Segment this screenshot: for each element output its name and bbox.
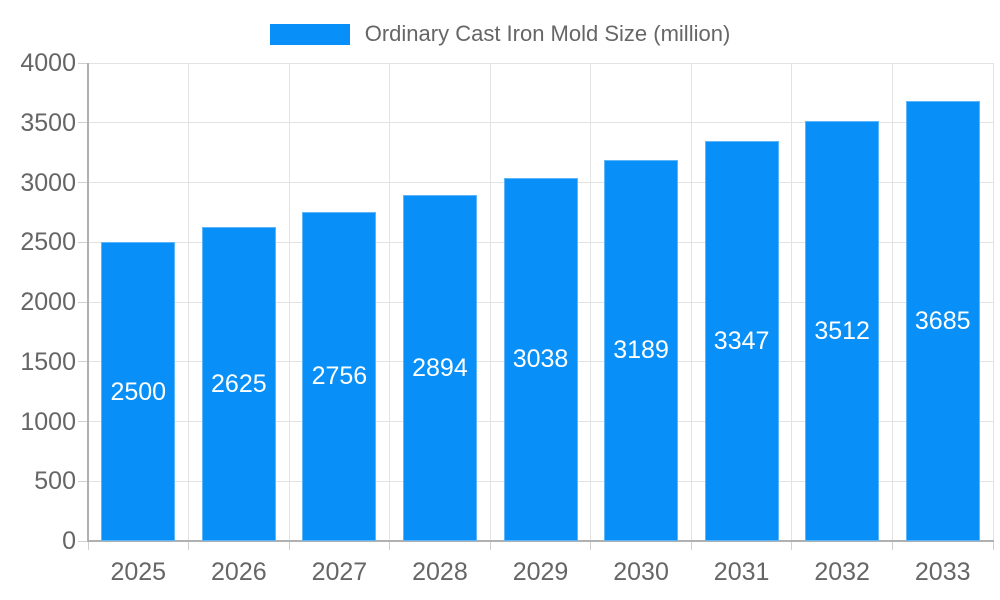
- bar: [805, 121, 880, 541]
- y-axis-tick-label: 2500: [20, 228, 76, 257]
- bar: [101, 242, 176, 541]
- y-axis-tick-label: 2000: [20, 288, 76, 316]
- x-axis-line: [87, 540, 994, 542]
- x-axis-tick-mark: [590, 541, 592, 550]
- bar-value-label: 2500: [110, 377, 167, 406]
- y-axis-tick-mark: [78, 421, 88, 422]
- x-axis-tick-mark: [87, 541, 89, 550]
- y-axis-line: [87, 63, 89, 541]
- x-axis-tick-mark: [489, 541, 491, 550]
- y-axis-tick-label: 500: [34, 467, 76, 496]
- y-axis-tick-label: 0: [62, 527, 76, 555]
- x-gridline: [791, 63, 793, 541]
- x-axis-tick-label: 2027: [311, 558, 368, 586]
- x-axis-tick-label: 2025: [110, 558, 167, 586]
- legend-label: Ordinary Cast Iron Mold Size (million): [364, 21, 731, 46]
- bar-value-label: 2756: [311, 362, 368, 391]
- x-axis-tick-label: 2029: [512, 558, 569, 586]
- y-axis-tick-mark: [78, 540, 88, 542]
- x-gridline: [489, 63, 491, 541]
- x-axis-tick-label: 2028: [412, 558, 468, 586]
- legend-swatch-icon: [269, 23, 350, 45]
- x-gridline: [690, 63, 692, 541]
- y-axis-tick-mark: [78, 241, 88, 243]
- x-axis-tick-mark: [791, 541, 793, 550]
- y-axis-tick-label: 1000: [20, 407, 76, 436]
- x-gridline: [992, 63, 994, 541]
- x-axis-tick-mark: [288, 541, 290, 550]
- x-axis-tick-label: 2032: [814, 558, 870, 586]
- y-axis-tick-mark: [78, 361, 88, 363]
- y-axis-tick-mark: [78, 301, 88, 303]
- y-axis-tick-label: 4000: [20, 49, 76, 77]
- y-axis-tick-label: 1500: [20, 347, 76, 376]
- bar: [402, 195, 477, 541]
- x-axis-tick-label: 2031: [713, 558, 770, 586]
- bar-value-label: 2894: [412, 354, 468, 383]
- x-gridline: [389, 63, 391, 541]
- x-gridline: [590, 63, 592, 541]
- y-gridline: [88, 62, 993, 64]
- bar: [905, 100, 980, 541]
- y-axis-tick-mark: [78, 122, 88, 124]
- x-axis-tick-mark: [891, 541, 893, 550]
- x-gridline: [891, 63, 893, 541]
- y-axis-tick-label: 3000: [20, 168, 76, 197]
- bar-value-label: 3685: [914, 306, 971, 335]
- x-axis-tick-label: 2033: [914, 558, 971, 586]
- x-gridline: [288, 63, 290, 541]
- x-axis-tick-label: 2026: [211, 558, 267, 586]
- bar: [503, 177, 578, 541]
- bar: [302, 211, 377, 541]
- bar: [604, 159, 679, 541]
- y-axis-tick-mark: [78, 62, 88, 64]
- bar-value-label: 3189: [613, 336, 669, 365]
- bar: [201, 227, 276, 541]
- y-axis-tick-label: 3500: [20, 108, 76, 137]
- x-gridline: [188, 63, 190, 541]
- x-axis-tick-label: 2030: [613, 558, 669, 586]
- chart-legend-item[interactable]: Ordinary Cast Iron Mold Size (million): [0, 21, 1000, 47]
- x-axis-tick-mark: [389, 541, 391, 550]
- bar: [704, 141, 779, 541]
- bar-value-label: 2625: [211, 370, 267, 399]
- x-axis-tick-mark: [992, 541, 994, 550]
- x-axis-tick-mark: [188, 541, 190, 550]
- x-axis-tick-mark: [690, 541, 692, 550]
- y-axis-tick-mark: [78, 182, 88, 183]
- bar-value-label: 3512: [814, 317, 870, 346]
- y-gridline: [88, 122, 993, 124]
- y-axis-tick-mark: [78, 480, 88, 482]
- bar-value-label: 3347: [713, 327, 770, 356]
- bar-value-label: 3038: [512, 345, 569, 374]
